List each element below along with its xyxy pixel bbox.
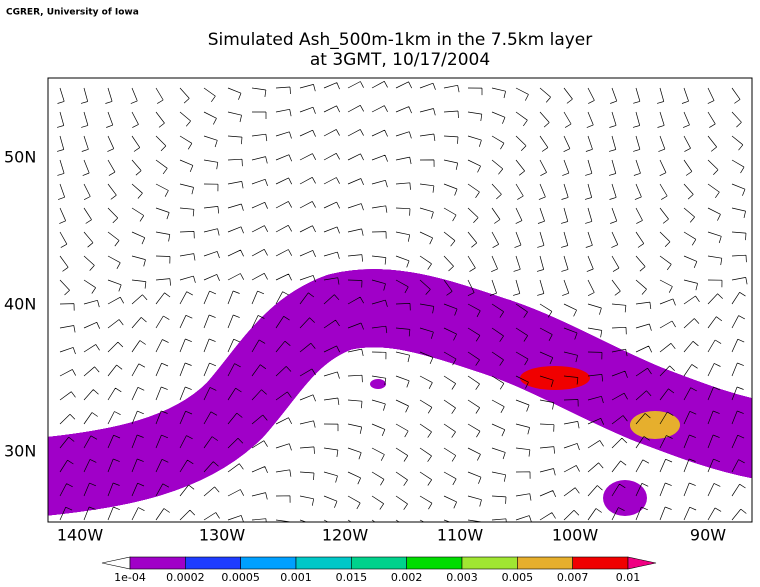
colorbar-label: 0.007 — [557, 571, 589, 584]
colorbar-label: 0.002 — [391, 571, 423, 584]
colorbar-label: 0.0002 — [166, 571, 205, 584]
colorbar-label: 0.003 — [446, 571, 478, 584]
lat-label: 50N — [4, 148, 36, 167]
colorbar: 1e-04 0.0002 0.0005 0.001 0.015 0.002 0.003 0.0… — [101, 556, 657, 584]
plume-core — [520, 366, 590, 390]
colorbar-segment — [517, 556, 573, 570]
colorbar-segment — [406, 556, 463, 570]
colorbar-segment — [295, 556, 352, 570]
colorbar-segment — [351, 556, 407, 570]
colorbar-segment — [461, 556, 518, 570]
colorbar-label: 0.005 — [502, 571, 534, 584]
lat-label: 30N — [4, 442, 36, 461]
colorbar-arrow — [101, 556, 131, 570]
title: Simulated Ash_500m-1km in the 7.5km laye… — [208, 30, 593, 50]
colorbar-segment — [129, 556, 186, 570]
colorbar-label: 0.01 — [616, 571, 641, 584]
colorbar-segment — [572, 556, 629, 570]
plume-blob — [603, 480, 647, 516]
lon-label: 100W — [552, 526, 599, 545]
lon-label: 90W — [690, 526, 726, 545]
colorbar-arrow — [627, 556, 657, 570]
title: at 3GMT, 10/17/2004 — [310, 50, 490, 70]
plume-core — [630, 411, 680, 439]
lat-label: 40N — [4, 295, 36, 314]
colorbar-label: 0.001 — [280, 571, 312, 584]
wind-barbs — [57, 80, 748, 522]
credit: CGRER, University of Iowa — [6, 8, 139, 18]
colorbar-segment — [185, 556, 241, 570]
map — [30, 80, 760, 522]
plume-blob — [370, 379, 386, 389]
colorbar-label: 0.015 — [336, 571, 368, 584]
lon-label: 120W — [322, 526, 369, 545]
ash-plume — [30, 308, 760, 516]
colorbar-segment — [240, 556, 297, 570]
plume-band — [30, 308, 760, 478]
colorbar-label: 1e-04 — [114, 571, 146, 584]
barbs — [57, 80, 748, 522]
colorbar-label: 0.0005 — [221, 571, 260, 584]
lon-label: 140W — [57, 526, 104, 545]
map-frame — [47, 77, 753, 523]
lon-label: 110W — [437, 526, 484, 545]
lon-label: 130W — [199, 526, 246, 545]
